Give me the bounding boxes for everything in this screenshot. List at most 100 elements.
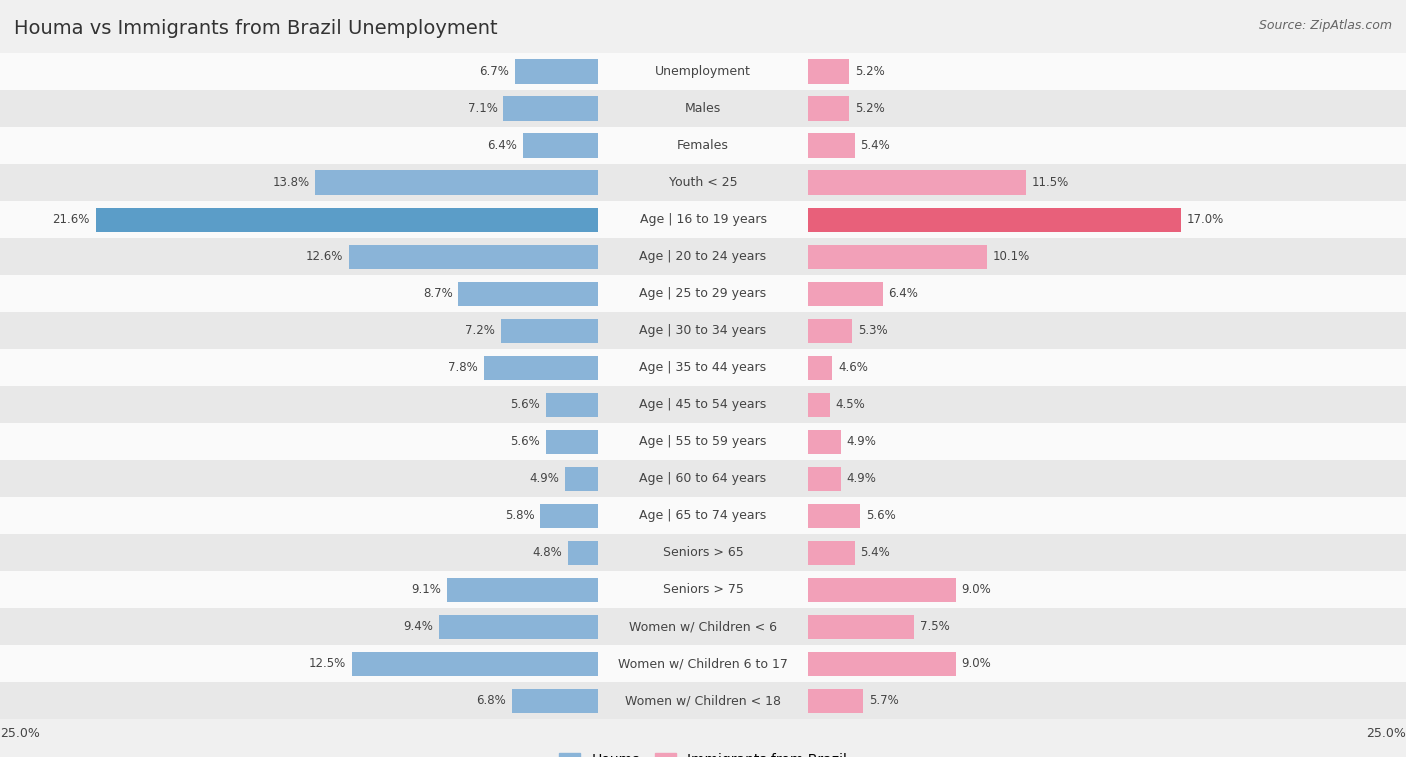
Text: 25.0%: 25.0% [1367,727,1406,740]
Bar [546,429,598,453]
Bar [808,615,914,639]
Text: 5.3%: 5.3% [858,324,887,337]
Text: Houma vs Immigrants from Brazil Unemployment: Houma vs Immigrants from Brazil Unemploy… [14,19,498,38]
Text: Seniors > 65: Seniors > 65 [662,546,744,559]
Bar [808,245,987,269]
Text: 6.4%: 6.4% [889,287,918,300]
Text: Age | 65 to 74 years: Age | 65 to 74 years [640,509,766,522]
Bar [0,460,1406,497]
Bar [512,689,598,712]
Text: 5.2%: 5.2% [855,102,884,115]
Bar [808,282,883,306]
Text: 10.1%: 10.1% [993,250,1029,263]
Text: 25.0%: 25.0% [0,727,39,740]
Bar [808,578,956,602]
Bar [0,682,1406,719]
Text: Males: Males [685,102,721,115]
Text: 13.8%: 13.8% [273,176,309,189]
Bar [808,133,855,157]
Bar [808,466,841,491]
Text: 5.4%: 5.4% [860,546,890,559]
Text: Seniors > 75: Seniors > 75 [662,583,744,596]
Text: 5.6%: 5.6% [866,509,896,522]
Bar [808,540,855,565]
Text: 8.7%: 8.7% [423,287,453,300]
Bar [808,356,832,379]
Text: 4.9%: 4.9% [846,472,876,485]
Bar [352,652,598,676]
Text: 9.1%: 9.1% [412,583,441,596]
Text: 9.4%: 9.4% [404,620,433,633]
Bar [546,393,598,416]
Bar [808,429,841,453]
Bar [0,645,1406,682]
Bar [0,275,1406,312]
Bar [0,534,1406,571]
Bar [0,238,1406,275]
Text: Age | 45 to 54 years: Age | 45 to 54 years [640,398,766,411]
Bar [808,170,1026,195]
Text: Source: ZipAtlas.com: Source: ZipAtlas.com [1258,19,1392,32]
Bar [349,245,598,269]
Text: 5.4%: 5.4% [860,139,890,152]
Bar [808,689,863,712]
Text: Age | 35 to 44 years: Age | 35 to 44 years [640,361,766,374]
Bar [0,497,1406,534]
Text: 9.0%: 9.0% [962,583,991,596]
Text: 5.6%: 5.6% [510,435,540,448]
Text: 5.8%: 5.8% [505,509,534,522]
Bar [808,207,1181,232]
Bar [0,127,1406,164]
Text: 21.6%: 21.6% [52,213,90,226]
Bar [808,503,860,528]
Bar [0,90,1406,127]
Bar [0,164,1406,201]
Text: 4.9%: 4.9% [846,435,876,448]
Text: Age | 25 to 29 years: Age | 25 to 29 years [640,287,766,300]
Bar [565,466,598,491]
Text: Age | 60 to 64 years: Age | 60 to 64 years [640,472,766,485]
Bar [439,615,598,639]
Text: Youth < 25: Youth < 25 [669,176,737,189]
Text: 6.4%: 6.4% [488,139,517,152]
Text: Females: Females [678,139,728,152]
Bar [501,319,598,343]
Text: 11.5%: 11.5% [1032,176,1069,189]
Bar [808,393,830,416]
Bar [0,423,1406,460]
Bar [808,652,956,676]
Bar [315,170,598,195]
Text: 4.8%: 4.8% [533,546,562,559]
Text: Unemployment: Unemployment [655,65,751,78]
Text: 4.9%: 4.9% [530,472,560,485]
Bar [0,312,1406,349]
Text: 7.2%: 7.2% [465,324,495,337]
Text: 7.5%: 7.5% [920,620,949,633]
Text: Women w/ Children < 18: Women w/ Children < 18 [626,694,780,707]
Text: Age | 55 to 59 years: Age | 55 to 59 years [640,435,766,448]
Text: 6.8%: 6.8% [477,694,506,707]
Text: 4.5%: 4.5% [835,398,865,411]
Text: 5.2%: 5.2% [855,65,884,78]
Bar [0,201,1406,238]
Bar [515,60,598,83]
Bar [540,503,598,528]
Bar [808,319,852,343]
Bar [0,386,1406,423]
Bar [0,608,1406,645]
Text: 7.8%: 7.8% [449,361,478,374]
Text: 5.7%: 5.7% [869,694,898,707]
Text: 12.6%: 12.6% [305,250,343,263]
Text: Women w/ Children 6 to 17: Women w/ Children 6 to 17 [619,657,787,670]
Bar [0,53,1406,90]
Text: Age | 30 to 34 years: Age | 30 to 34 years [640,324,766,337]
Bar [484,356,598,379]
Text: 4.6%: 4.6% [838,361,868,374]
Bar [0,349,1406,386]
Bar [808,60,849,83]
Bar [568,540,598,565]
Text: 5.6%: 5.6% [510,398,540,411]
Bar [503,96,598,120]
Text: 12.5%: 12.5% [309,657,346,670]
Text: 9.0%: 9.0% [962,657,991,670]
